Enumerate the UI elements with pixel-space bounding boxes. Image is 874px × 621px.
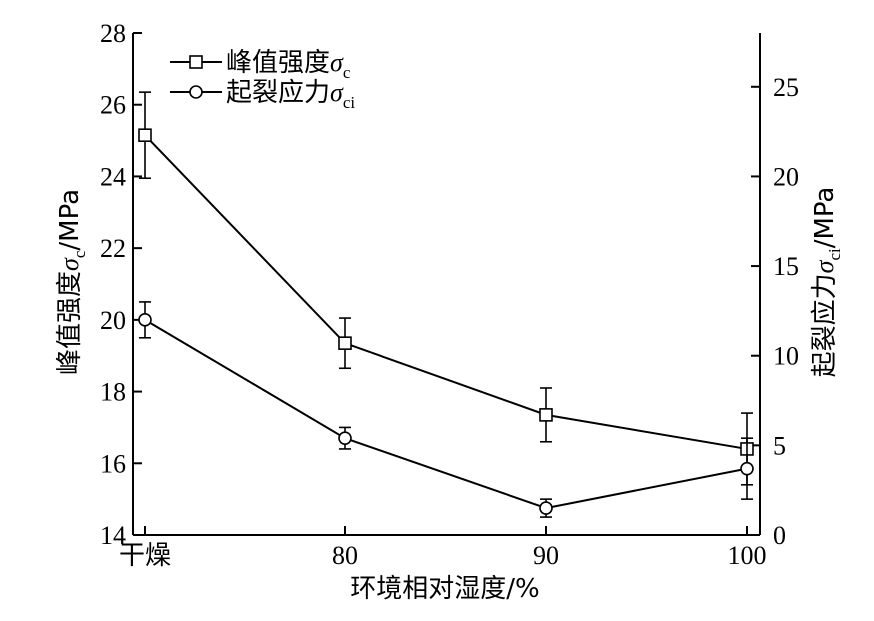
data-point-circle <box>740 461 754 476</box>
legend-label-text: 起裂应力 <box>226 78 330 108</box>
series-peak-strength <box>138 91 754 486</box>
data-point-circle <box>539 501 553 515</box>
x-axis-title: 环境相对湿度/% <box>350 574 539 604</box>
data-point-square <box>338 336 352 350</box>
right-y-tick-label: 20 <box>773 162 799 191</box>
left-y-axis-title-symbol: σ <box>55 257 84 271</box>
legend-label-symbol: σ <box>330 48 344 77</box>
legend-label-text: 峰值强度 <box>226 48 330 78</box>
right-y-axis-title-subscript: ci <box>825 248 844 261</box>
legend-label-subscript: ci <box>343 93 356 112</box>
right-y-axis-title-unit: /MPa <box>810 187 840 249</box>
left-y-axis-title-text: 峰值强度 <box>55 271 85 375</box>
series-line <box>144 134 748 450</box>
left-y-tick-label: 20 <box>100 306 126 335</box>
legend-label: 峰值强度σc <box>226 48 351 82</box>
left-y-tick-label: 14 <box>100 521 126 550</box>
x-axis: 干燥 80 90 100 <box>119 526 767 571</box>
right-y-tick-label: 10 <box>773 342 799 371</box>
plot-frame <box>132 33 761 536</box>
right-y-tick-label: 25 <box>773 73 799 102</box>
left-y-tick-label: 16 <box>100 449 126 478</box>
series-crack-initiation-stress <box>138 301 754 518</box>
x-tick-label: 80 <box>332 541 358 570</box>
data-point-square <box>138 128 152 142</box>
right-y-tick-label: 15 <box>773 252 799 281</box>
right-y-axis: 0 5 10 15 20 25 <box>751 73 799 550</box>
right-y-axis-title-text: 起裂应力 <box>810 273 840 377</box>
right-y-tick-label: 0 <box>773 521 786 550</box>
left-y-axis-title-subscript: c <box>70 250 89 258</box>
legend-label-subscript: c <box>343 63 351 82</box>
legend-item: 峰值强度σc <box>170 48 351 82</box>
series-layer <box>138 91 754 518</box>
left-y-axis-title: 峰值强度σc/MPa <box>55 189 89 375</box>
left-y-tick-label: 22 <box>100 234 126 263</box>
data-point-square <box>539 408 553 422</box>
right-y-axis-title: 起裂应力σci/MPa <box>810 187 844 378</box>
left-y-tick-label: 24 <box>100 162 126 191</box>
data-point-circle <box>138 313 152 327</box>
legend-label-symbol: σ <box>330 78 344 107</box>
left-y-tick-label: 28 <box>100 19 126 48</box>
x-tick-label: 干燥 <box>119 541 171 571</box>
right-y-axis-title-symbol: σ <box>810 259 839 273</box>
legend-marker-circle <box>189 85 203 99</box>
x-tick-label: 100 <box>728 541 767 570</box>
series-line <box>144 318 748 510</box>
left-y-tick-label: 26 <box>100 91 126 120</box>
left-y-tick-label: 18 <box>100 378 126 407</box>
left-y-axis-title-unit: /MPa <box>55 189 85 251</box>
legend-item: 起裂应力σci <box>170 78 355 112</box>
left-y-axis: 14 16 18 20 22 24 26 28 <box>100 19 142 550</box>
data-point-circle <box>338 431 352 445</box>
legend-marker-square <box>189 55 203 69</box>
right-y-tick-label: 5 <box>773 431 786 460</box>
x-tick-label: 90 <box>533 541 559 570</box>
legend-label: 起裂应力σci <box>226 78 355 112</box>
